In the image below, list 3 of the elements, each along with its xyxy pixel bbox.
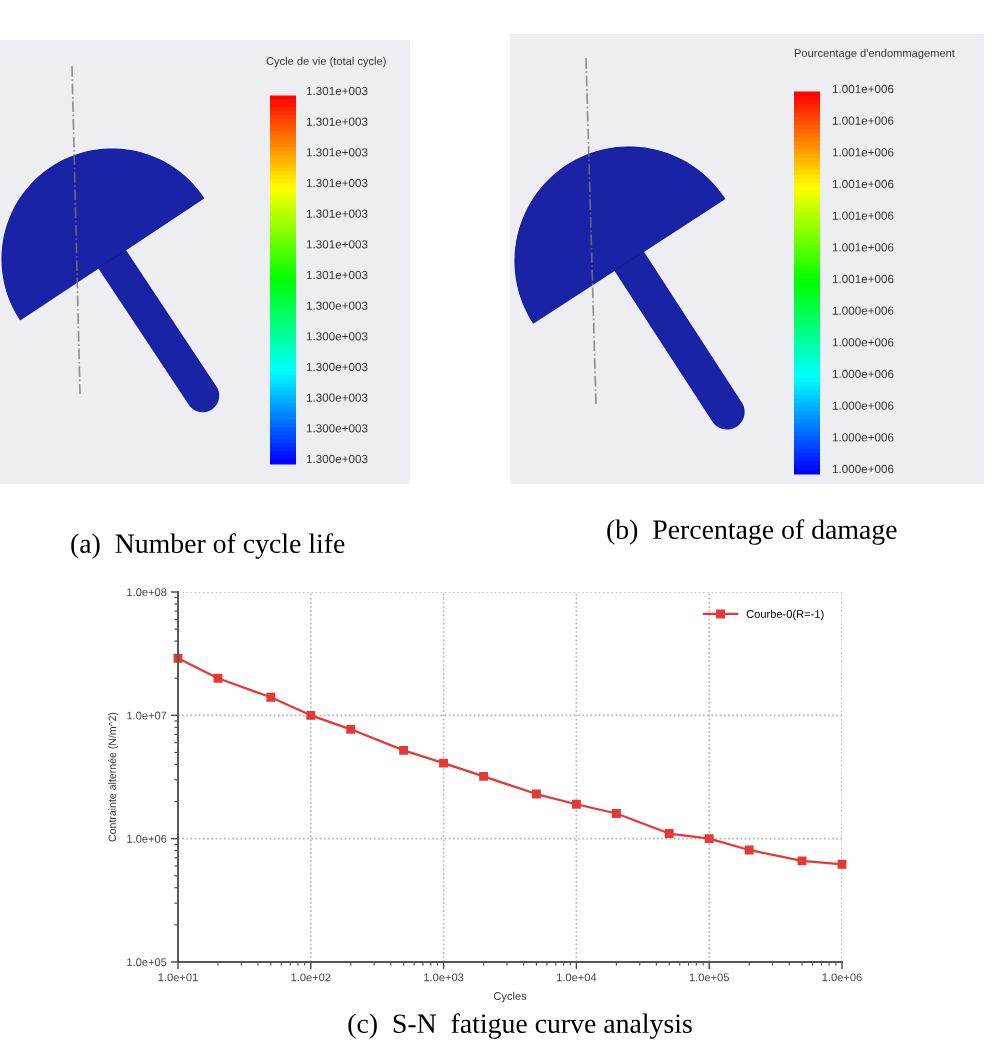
text: (a) Number of cycle life bbox=[71, 533, 345, 559]
text: (c) S-N fatigue curve analysis bbox=[348, 1013, 692, 1039]
text: (b) Percentage of damage bbox=[607, 519, 897, 545]
